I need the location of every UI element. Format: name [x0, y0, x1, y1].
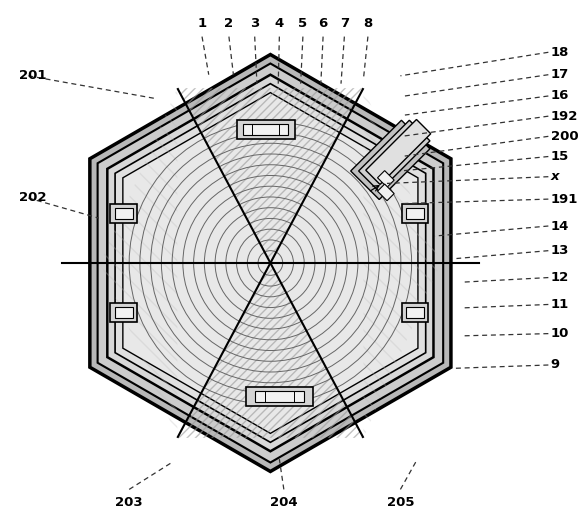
Text: 11: 11	[551, 298, 569, 311]
Text: 9: 9	[551, 359, 560, 371]
Bar	[246, 387, 313, 406]
Text: 204: 204	[270, 496, 298, 509]
Text: 2: 2	[224, 17, 234, 30]
Bar	[110, 303, 137, 322]
Text: 7: 7	[340, 17, 349, 30]
Text: 17: 17	[551, 68, 569, 81]
Bar	[255, 391, 304, 402]
Polygon shape	[123, 93, 418, 433]
Text: 202: 202	[19, 191, 47, 205]
Text: x: x	[551, 170, 559, 183]
Polygon shape	[107, 75, 433, 451]
Polygon shape	[366, 119, 431, 185]
Text: 205: 205	[387, 496, 414, 509]
Bar	[114, 208, 133, 219]
Text: 203: 203	[116, 496, 143, 509]
Polygon shape	[97, 64, 443, 462]
Text: 18: 18	[551, 46, 569, 59]
Text: 10: 10	[551, 327, 569, 340]
Bar	[402, 303, 429, 322]
Text: 13: 13	[551, 244, 569, 257]
Text: 14: 14	[551, 219, 569, 232]
Bar	[114, 307, 133, 318]
Bar	[406, 307, 424, 318]
Polygon shape	[377, 184, 394, 201]
Text: 201: 201	[19, 69, 47, 82]
Polygon shape	[359, 120, 430, 191]
Text: 16: 16	[551, 89, 569, 103]
Text: 191: 191	[551, 193, 578, 206]
Text: 5: 5	[298, 17, 308, 30]
Text: 1: 1	[197, 17, 207, 30]
Text: 200: 200	[551, 130, 578, 143]
Text: 4: 4	[275, 17, 284, 30]
Polygon shape	[377, 170, 394, 187]
Bar	[110, 204, 137, 223]
Text: 15: 15	[551, 150, 569, 163]
Bar	[244, 124, 288, 135]
Bar	[402, 204, 429, 223]
Polygon shape	[350, 120, 430, 199]
Bar	[237, 120, 295, 139]
Text: 192: 192	[551, 109, 578, 123]
Bar	[406, 208, 424, 219]
Text: 6: 6	[319, 17, 328, 30]
Text: 8: 8	[363, 17, 373, 30]
Polygon shape	[115, 84, 426, 442]
Text: 12: 12	[551, 271, 569, 284]
Polygon shape	[90, 55, 451, 471]
Text: 3: 3	[250, 17, 259, 30]
